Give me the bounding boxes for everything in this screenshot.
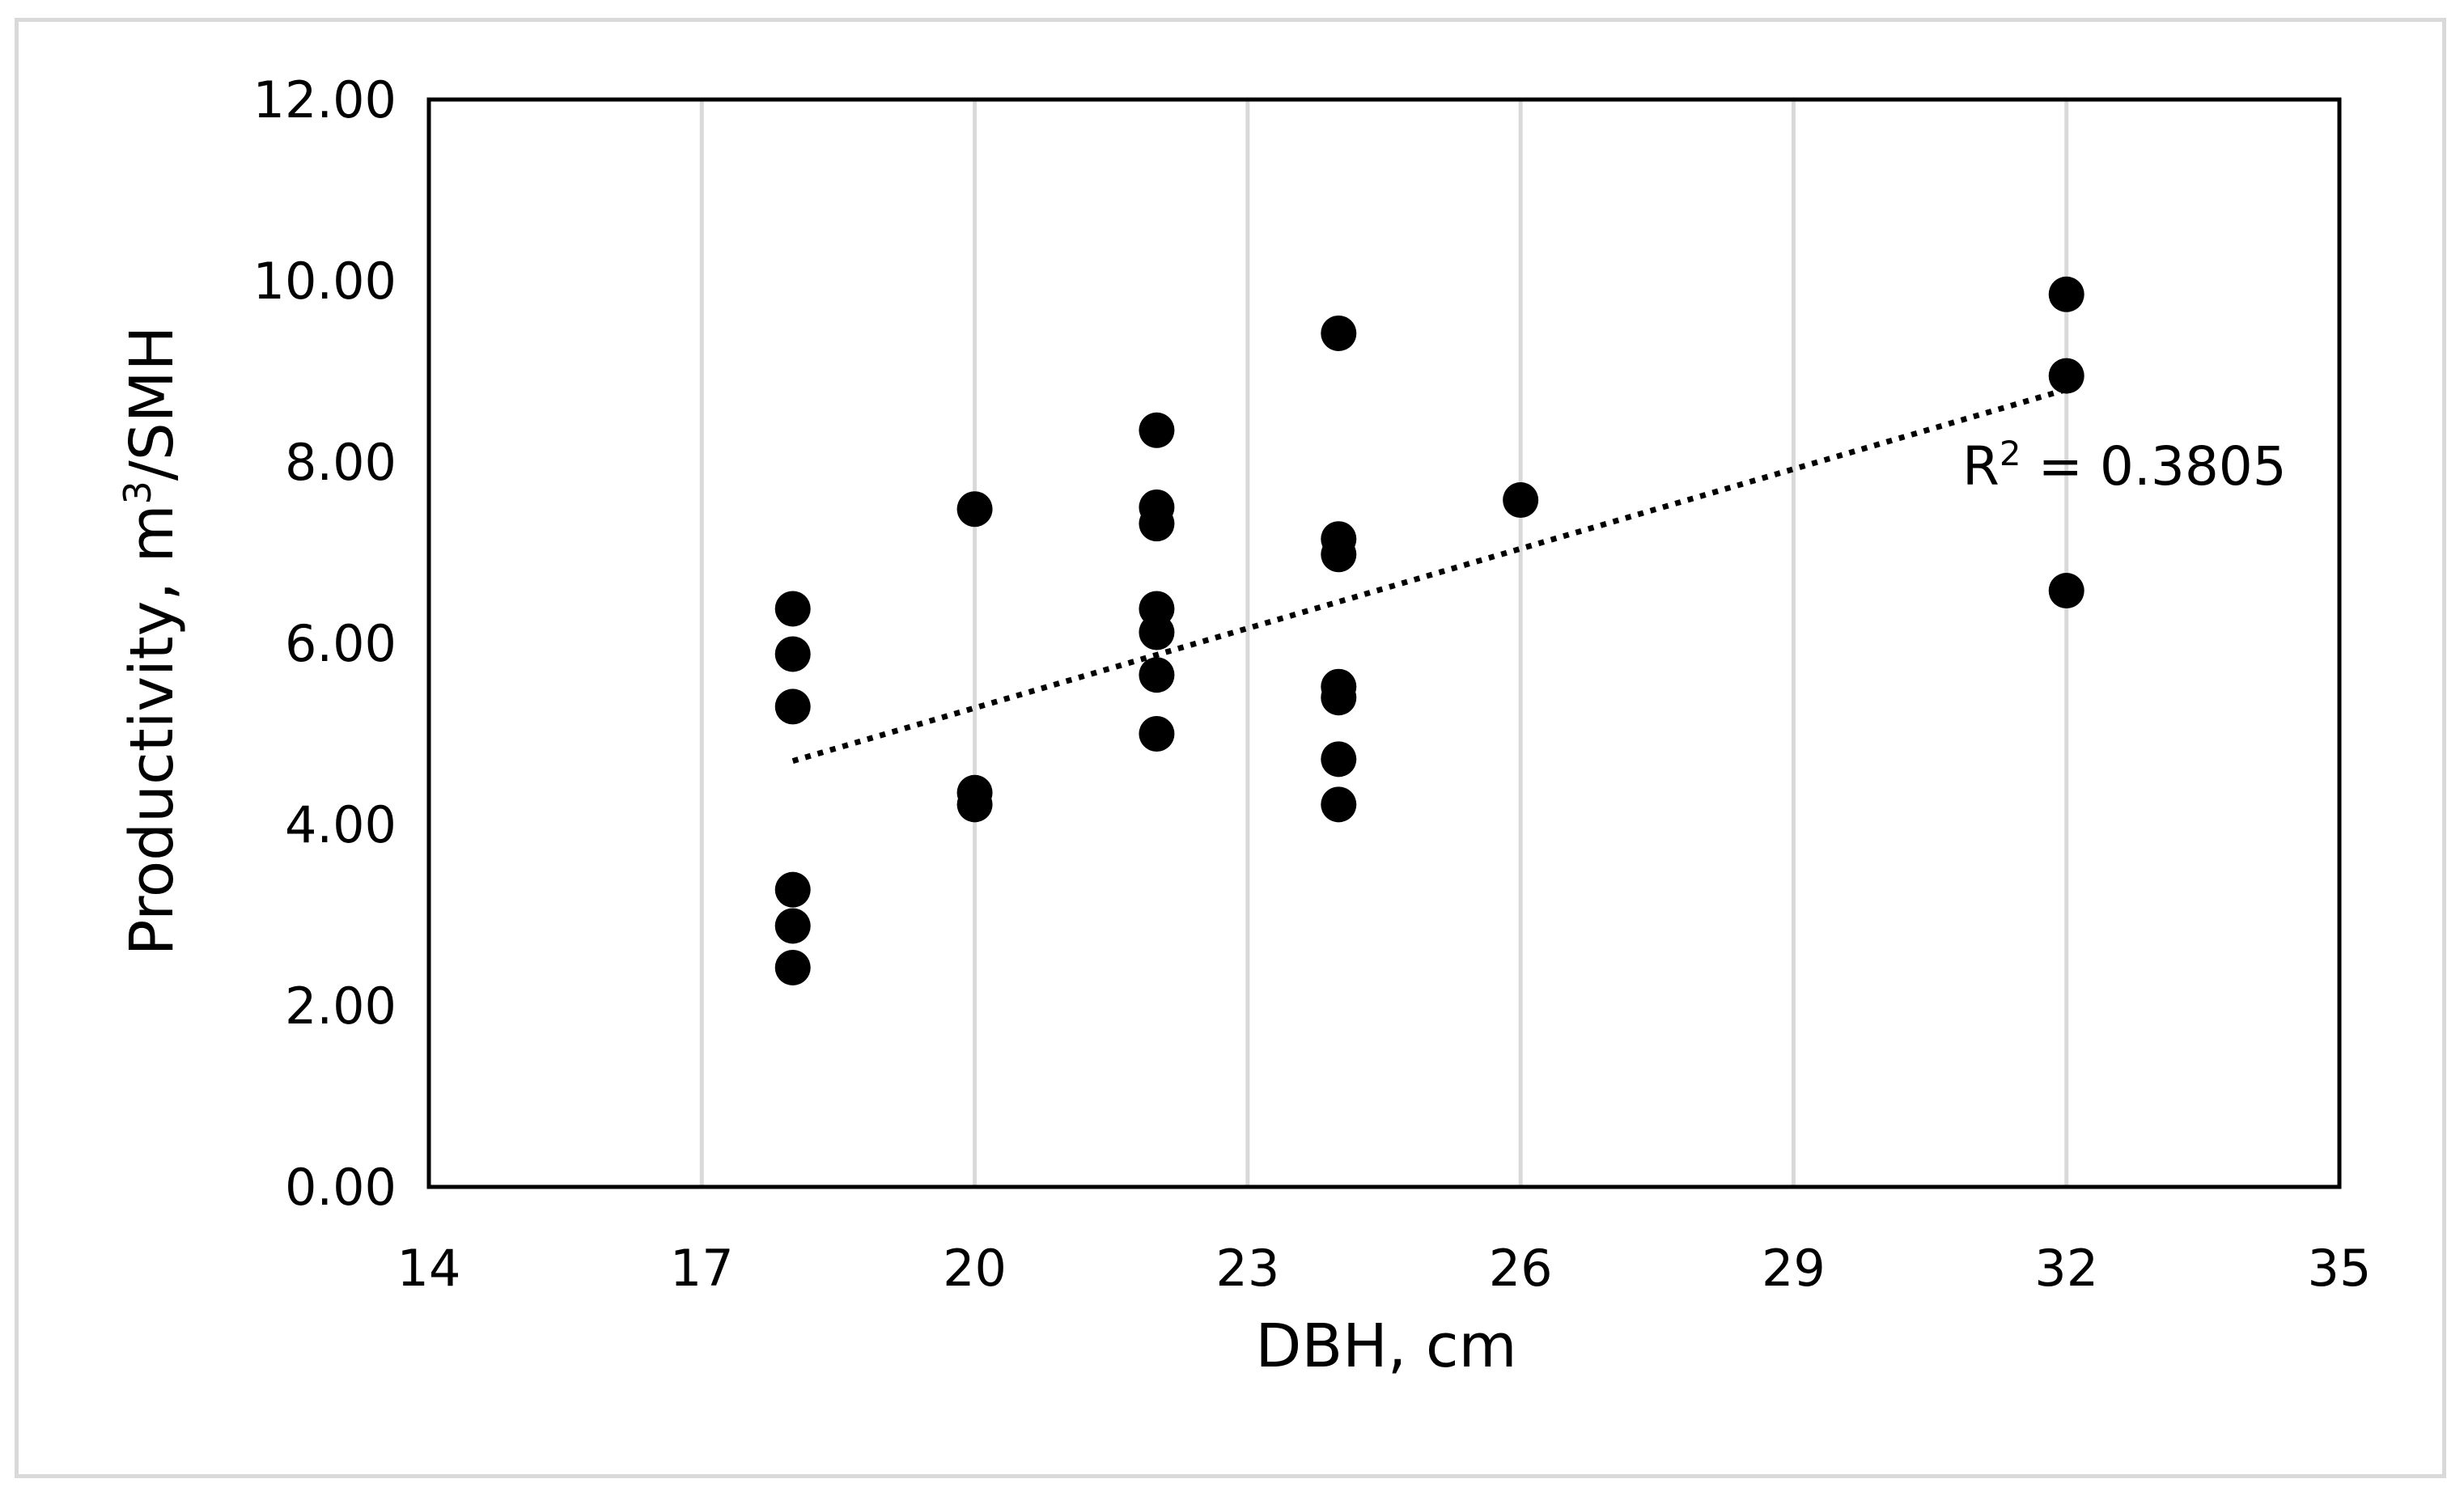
r-squared-rest: = 0.3805 — [2021, 435, 2287, 498]
x-tick-label-20: 20 — [943, 1239, 1007, 1298]
data-point-2 — [774, 689, 811, 725]
data-point-4 — [774, 908, 811, 944]
data-point-21 — [1321, 741, 1357, 778]
data-point-16 — [1321, 315, 1357, 351]
x-tick-label-29: 29 — [1762, 1239, 1826, 1298]
y-axis-ticks: 0.00 2.00 4.00 6.00 8.00 10.00 12.00 — [253, 70, 397, 1217]
chart-frame: 14 17 20 23 26 29 32 35 0.00 2.00 4.00 6.00 8.00 10.… — [15, 18, 2446, 1478]
data-point-6 — [956, 491, 993, 528]
r-squared-sup: 2 — [2000, 434, 2021, 473]
data-point-3 — [774, 871, 811, 908]
x-tick-label-14: 14 — [397, 1239, 461, 1298]
y-tick-label-2.00: 2.00 — [285, 977, 397, 1036]
data-point-9 — [1139, 412, 1175, 448]
data-point-5 — [774, 949, 811, 985]
x-tick-label-26: 26 — [1489, 1239, 1553, 1298]
data-point-1 — [774, 636, 811, 672]
x-axis-label: DBH, cm — [1255, 1311, 1516, 1381]
y-tick-label-8.00: 8.00 — [285, 433, 397, 492]
data-point-22 — [1321, 786, 1357, 823]
trendline-layer — [791, 387, 2067, 764]
data-point-14 — [1139, 657, 1175, 693]
data-point-18 — [1321, 536, 1357, 573]
y-tick-label-10.00: 10.00 — [253, 252, 397, 311]
y-tick-label-4.00: 4.00 — [285, 795, 397, 854]
data-point-23 — [1503, 482, 1539, 519]
plot-area-border — [426, 97, 2342, 1189]
y-tick-label-12.00: 12.00 — [253, 70, 397, 129]
data-point-24 — [2048, 276, 2084, 312]
y-axis-label-rest: /SMH — [117, 326, 187, 481]
r-squared-annotation: R2 = 0.3805 — [1962, 434, 2287, 498]
y-axis-label: Productivity, m3/SMH — [116, 326, 187, 956]
y-tick-label-6.00: 6.00 — [285, 614, 397, 673]
y-axis-label-sup: 3 — [116, 481, 159, 504]
y-axis-label-main: Productivity, m — [117, 504, 187, 956]
x-tick-label-32: 32 — [2034, 1239, 2098, 1298]
data-point-15 — [1139, 716, 1175, 752]
scatter-chart: 14 17 20 23 26 29 32 35 0.002.004.006.008.0010.… — [116, 70, 2372, 1381]
data-point-0 — [774, 591, 811, 627]
data-point-20 — [1321, 680, 1357, 716]
grid-lines — [699, 100, 2069, 1187]
data-point-25 — [2048, 358, 2084, 394]
data-point-8 — [956, 786, 993, 823]
data-point-11 — [1139, 506, 1175, 542]
x-tick-label-35: 35 — [2308, 1239, 2372, 1298]
x-axis-ticks: 14 17 20 23 26 29 32 35 — [397, 1239, 2372, 1298]
x-tick-label-23: 23 — [1215, 1239, 1279, 1298]
data-points — [774, 276, 2084, 985]
trendline — [791, 387, 2067, 764]
y-tick-label-0.00: 0.00 — [285, 1158, 397, 1217]
data-point-13 — [1139, 614, 1175, 650]
x-tick-label-17: 17 — [670, 1239, 734, 1298]
r-squared-main: R — [1962, 435, 2000, 498]
data-point-26 — [2048, 573, 2084, 609]
